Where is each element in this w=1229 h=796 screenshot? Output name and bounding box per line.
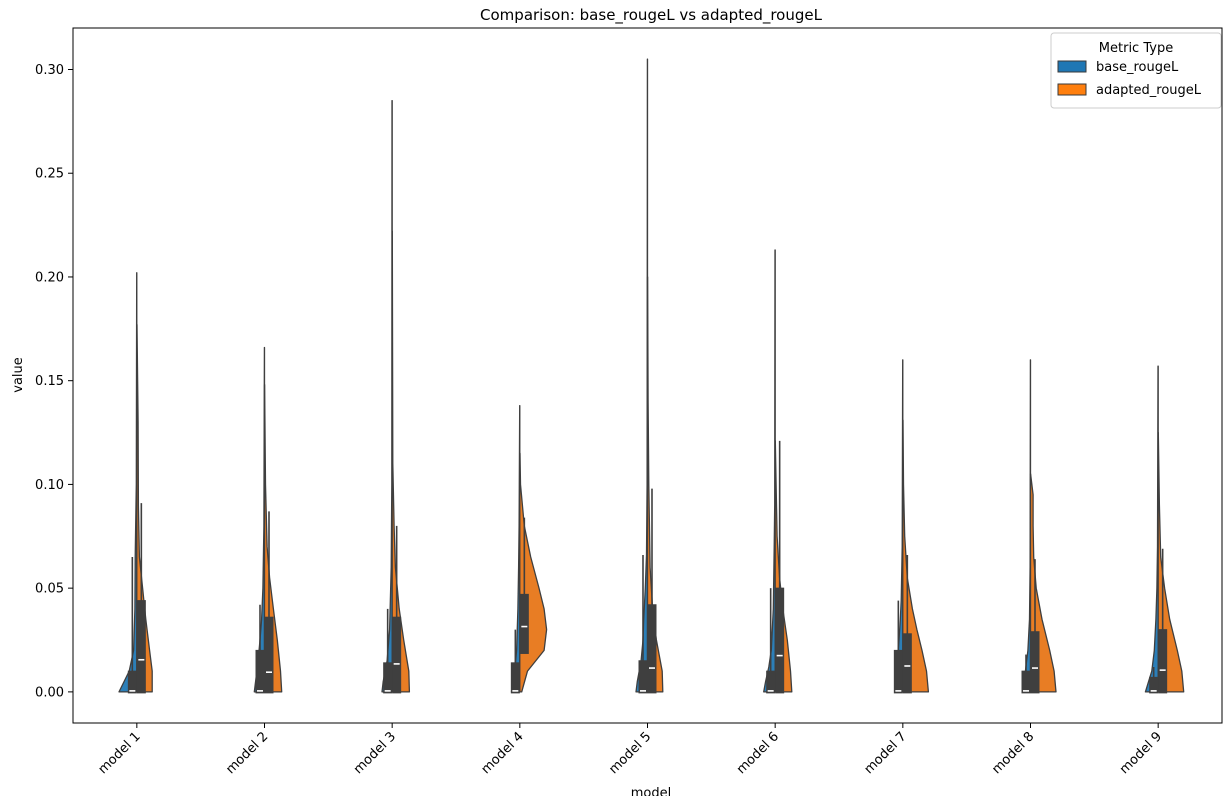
violin-base-6 xyxy=(763,249,776,693)
legend-swatch-adapted xyxy=(1057,83,1087,96)
iqr-box-base-3 xyxy=(383,662,393,694)
iqr-box-base-4 xyxy=(510,662,520,694)
iqr-box-base-9 xyxy=(1149,676,1159,694)
legend-frame xyxy=(1050,32,1222,109)
boxplots xyxy=(127,440,1168,694)
iqr-box-adapted-3 xyxy=(392,616,402,694)
iqr-box-adapted-2 xyxy=(264,616,274,694)
legend: Metric Type base_rougeL adapted_rougeL xyxy=(1050,32,1222,109)
iqr-box-adapted-1 xyxy=(136,600,146,694)
iqr-box-adapted-8 xyxy=(1030,631,1040,694)
legend-swatch-base xyxy=(1057,60,1087,73)
y-tick-label: 0.10 xyxy=(35,478,64,493)
iqr-box-adapted-9 xyxy=(1158,629,1168,694)
iqr-box-base-6 xyxy=(766,670,776,694)
legend-label-adapted: adapted_rougeL xyxy=(1096,83,1202,98)
y-tick-label: 0.00 xyxy=(35,685,64,700)
violin-base-5 xyxy=(635,58,649,693)
y-tick-label: 0.25 xyxy=(35,167,64,182)
x-axis-label: model xyxy=(631,786,671,796)
iqr-box-base-5 xyxy=(638,660,648,694)
chart-title: Comparison: base_rougeL vs adapted_rouge… xyxy=(480,6,823,25)
legend-label-base: base_rougeL xyxy=(1096,60,1179,75)
violin-base-1 xyxy=(118,272,138,693)
iqr-box-base-7 xyxy=(893,649,903,694)
iqr-box-base-1 xyxy=(127,670,137,694)
iqr-box-base-2 xyxy=(255,649,265,694)
iqr-box-base-8 xyxy=(1021,670,1031,694)
violin-base-3 xyxy=(381,99,393,693)
violin-adapted-7 xyxy=(902,419,930,693)
y-tick-label: 0.30 xyxy=(35,63,64,78)
legend-title: Metric Type xyxy=(1099,41,1173,56)
iqr-box-adapted-4 xyxy=(519,593,529,654)
iqr-box-adapted-5 xyxy=(647,604,657,694)
violin-base-9 xyxy=(1144,365,1159,693)
iqr-box-adapted-6 xyxy=(775,587,785,694)
y-tick-label: 0.05 xyxy=(35,582,64,597)
violin-adapted-9 xyxy=(1157,431,1185,693)
y-axis-label: value xyxy=(11,357,26,393)
y-axis: 0.00 0.05 0.10 0.15 0.20 0.25 0.30 xyxy=(35,63,73,700)
iqr-box-adapted-7 xyxy=(902,633,912,694)
y-tick-label: 0.15 xyxy=(35,374,64,389)
y-tick-label: 0.20 xyxy=(35,270,64,285)
